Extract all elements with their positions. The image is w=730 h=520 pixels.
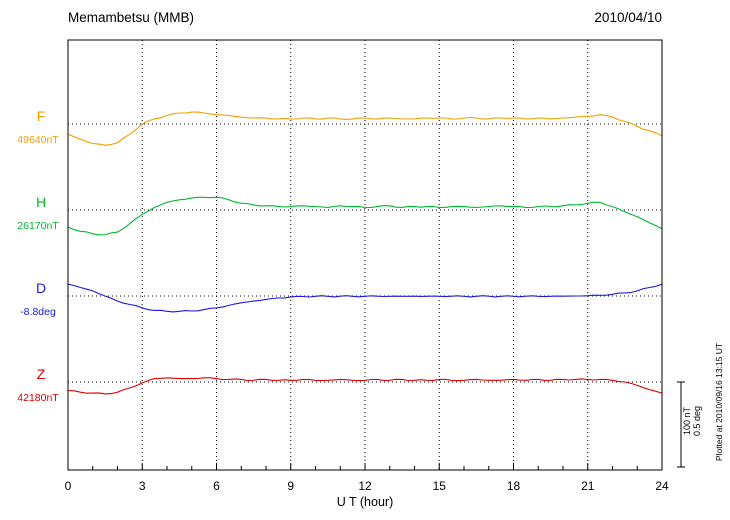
x-tick-label: 12	[358, 479, 372, 493]
series-value-H: 26170nT	[17, 220, 59, 232]
x-tick-label: 0	[65, 479, 72, 493]
series-value-Z: 42180nT	[17, 392, 59, 404]
page-title: Memambetsu (MMB)	[68, 10, 194, 25]
x-tick-label: 9	[287, 479, 294, 493]
trace-D	[67, 283, 663, 313]
chart-date: 2010/04/10	[594, 10, 662, 25]
trace-F	[67, 111, 663, 146]
series-value-D: -8.8deg	[20, 306, 56, 318]
series-value-F: 49640nT	[17, 134, 59, 146]
series-label-Z: Z	[37, 366, 46, 382]
series-label-F: F	[37, 108, 46, 124]
trace-Z	[67, 377, 663, 395]
series-label-D: D	[36, 280, 46, 296]
trace-H	[67, 196, 663, 236]
plotted-at-note: Plotted at 2010/09/16 13:15 UT	[714, 343, 724, 461]
plot-frame	[67, 39, 663, 471]
x-tick-label: 21	[581, 479, 595, 493]
series-label-H: H	[36, 194, 46, 210]
x-tick-label: 6	[213, 479, 220, 493]
x-tick-label: 24	[655, 479, 669, 493]
scale-bar-label-deg: 0.5 deg	[692, 406, 702, 436]
x-tick-label: 18	[507, 479, 521, 493]
x-axis-label: U T (hour)	[337, 495, 394, 509]
x-tick-label: 3	[139, 479, 146, 493]
scale-bar-label-nt: 100 nT	[682, 406, 692, 435]
x-tick-label: 15	[433, 479, 447, 493]
